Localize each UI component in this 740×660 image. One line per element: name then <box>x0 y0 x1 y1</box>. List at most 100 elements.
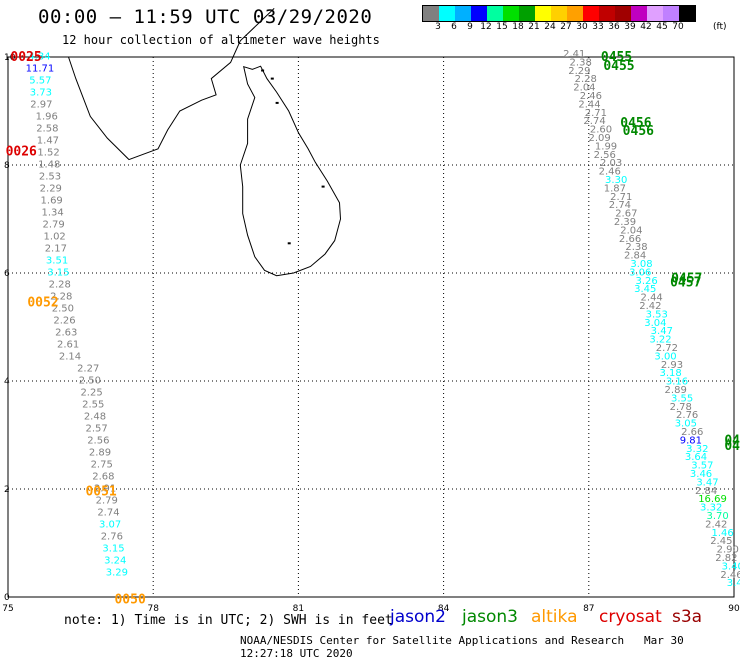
pass-time-cryosat: 0025 <box>10 50 41 65</box>
swh-label: 3.24 <box>104 555 126 566</box>
swh-label: 2.42 <box>705 519 727 530</box>
colorbar-swatch <box>487 6 503 21</box>
swh-label: 2.50 <box>52 304 74 315</box>
colorbar-label: 3 <box>435 22 441 32</box>
colorbar-swatch <box>423 6 439 21</box>
colorbar-label: 33 <box>592 22 604 32</box>
swh-label: 4.34 <box>28 52 50 63</box>
footer-note: note: 1) Time is in UTC; 2) SWH is in fe… <box>64 613 393 628</box>
swh-label: 3.47 <box>651 326 673 337</box>
colorbar-label: 42 <box>640 22 652 32</box>
swh-label: 2.03 <box>600 158 622 169</box>
swh-label: 3.46 <box>727 578 740 589</box>
colorbar-label: 18 <box>512 22 524 32</box>
swh-label: 1.69 <box>41 196 63 207</box>
pass-time-altika: 0052 <box>27 296 58 311</box>
swh-label: 2.46 <box>580 91 602 102</box>
swh-label: 2.84 <box>624 251 646 262</box>
swh-label: 2.38 <box>570 57 592 68</box>
swh-label: 1.99 <box>595 141 617 152</box>
swh-label: 3.18 <box>659 368 681 379</box>
colorbar-swatch <box>471 6 487 21</box>
colorbar <box>422 5 696 22</box>
colorbar-swatch <box>551 6 567 21</box>
swh-label: 3.05 <box>675 419 697 430</box>
swh-label: 3.08 <box>630 259 652 270</box>
swh-label: 2.38 <box>625 242 647 253</box>
swh-label: 2.82 <box>715 553 737 564</box>
island-marker <box>321 185 325 188</box>
coastline-india <box>68 8 275 161</box>
colorbar-swatch <box>519 6 535 21</box>
swh-label: 3.51 <box>46 256 68 267</box>
swh-label: 2.61 <box>57 340 79 351</box>
colorbar-swatch <box>599 6 615 21</box>
swh-label: 3.26 <box>635 276 657 287</box>
colorbar-label: 9 <box>467 22 473 32</box>
swh-label: 2.79 <box>96 495 118 506</box>
colorbar-label: 36 <box>608 22 620 32</box>
colorbar-label: 27 <box>560 22 572 32</box>
island-marker <box>275 101 279 104</box>
swh-label: 2.78 <box>670 402 692 413</box>
swh-label: 1.02 <box>44 232 66 243</box>
swh-label: 2.89 <box>665 385 687 396</box>
swh-label: 2.53 <box>39 172 61 183</box>
pass-time-jason3: 0457 <box>670 276 701 291</box>
swh-label: 2.46 <box>720 570 740 581</box>
swh-label: 2.45 <box>710 536 732 547</box>
x-tick-label: 87 <box>583 604 594 614</box>
swh-label: 2.04 <box>573 83 595 94</box>
swh-label: 2.93 <box>661 360 683 371</box>
x-tick-label: 84 <box>438 604 450 614</box>
x-tick-label: 78 <box>147 604 159 614</box>
colorbar-swatch <box>583 6 599 21</box>
island-marker <box>261 69 265 72</box>
swh-label: 1.96 <box>36 112 58 123</box>
swh-label: 2.63 <box>55 328 77 339</box>
colorbar-label: 24 <box>544 22 556 32</box>
swh-label: 2.97 <box>30 100 52 111</box>
swh-label: 2.67 <box>615 209 637 220</box>
swh-label: 2.76 <box>101 531 123 542</box>
swh-label: 2.84 <box>695 486 717 497</box>
swh-label: 2.42 <box>639 301 661 312</box>
swh-label: 3.06 <box>629 267 651 278</box>
swh-label: 2.57 <box>86 423 108 434</box>
colorbar-label: 39 <box>624 22 636 32</box>
coastline-sri-lanka <box>239 65 342 277</box>
x-tick-label: 90 <box>728 604 740 614</box>
swh-label: 3.55 <box>671 393 693 404</box>
swh-label: 3.73 <box>30 88 52 99</box>
swh-label: 2.46 <box>599 167 621 178</box>
swh-label: 2.75 <box>91 459 113 470</box>
swh-label: 1.34 <box>41 208 63 219</box>
swh-label: 2.17 <box>45 244 67 255</box>
y-tick-label: 0 <box>4 593 10 603</box>
colorbar-swatch <box>679 6 695 21</box>
swh-label: 1.47 <box>37 136 59 147</box>
swh-label: 2.66 <box>681 427 703 438</box>
colorbar-label: 6 <box>451 22 457 32</box>
swh-label: 2.48 <box>84 411 106 422</box>
swh-label: 2.28 <box>50 292 72 303</box>
credit-org: NOAA/NESDIS Center for Satellite Applica… <box>240 634 625 647</box>
swh-label: 3.40 <box>722 561 740 572</box>
swh-label: 11.71 <box>26 64 55 75</box>
colorbar-label: 15 <box>496 22 508 32</box>
swh-label: 2.74 <box>97 507 119 518</box>
page-title: 00:00 – 11:59 UTC 03/29/2020 <box>38 6 373 28</box>
swh-label: 5.57 <box>29 76 51 87</box>
pass-time-jason3: 04 <box>724 433 740 448</box>
swh-label: 3.07 <box>99 519 121 530</box>
swh-label: 2.09 <box>588 133 610 144</box>
swh-label: 3.04 <box>644 318 666 329</box>
swh-label: 2.58 <box>36 124 58 135</box>
swh-label: 2.39 <box>614 217 636 228</box>
y-tick-label: 6 <box>4 269 10 279</box>
pass-time-jason3: 0457 <box>671 271 702 286</box>
legend-cryosat: cryosat <box>599 607 662 627</box>
swh-label: 3.30 <box>605 175 627 186</box>
colorbar-swatch <box>615 6 631 21</box>
